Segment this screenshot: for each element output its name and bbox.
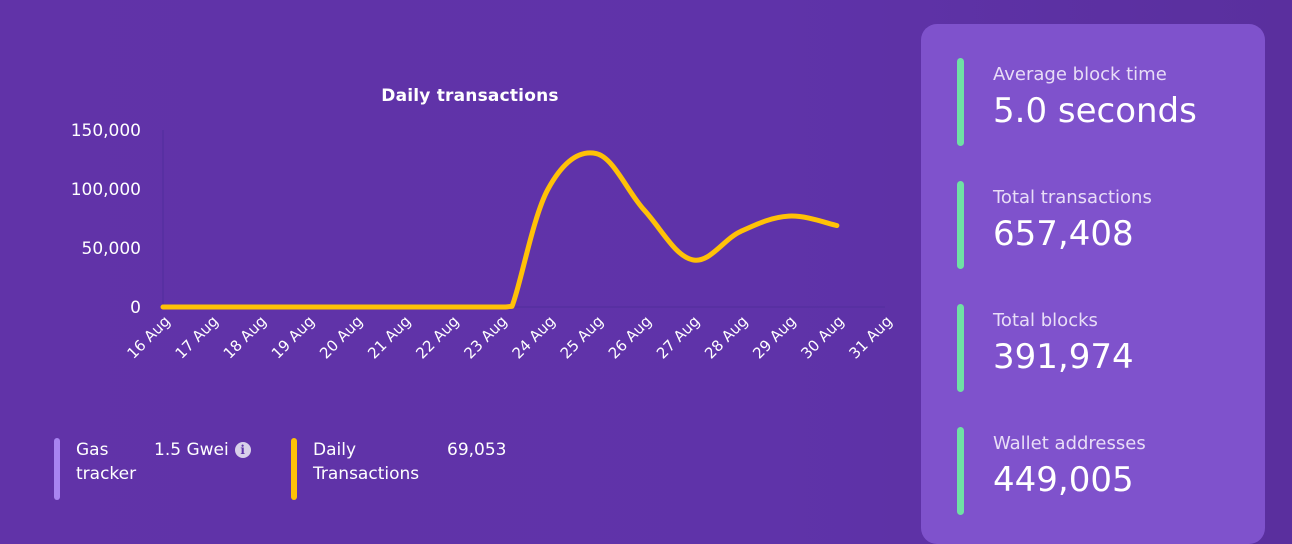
gas-tracker[interactable]: Gas tracker 1.5 Gwei i: [54, 438, 251, 500]
stat-accent-bar: [957, 58, 964, 146]
x-tick-label: 20 Aug: [316, 312, 366, 362]
x-tick-label: 29 Aug: [749, 312, 799, 362]
y-tick-labels: 0 50,000 100,000 150,000: [71, 121, 141, 318]
stat-value: 449,005: [993, 460, 1134, 500]
stat-label: Total blocks: [993, 310, 1098, 331]
y-tick-label: 0: [130, 298, 141, 318]
x-tick-label: 30 Aug: [797, 312, 847, 362]
stat-total-transactions: Total transactions 657,408: [957, 181, 1152, 269]
gas-tracker-value: 1.5 Gwei i: [154, 438, 251, 500]
stat-average-block-time: Average block time 5.0 seconds: [957, 58, 1197, 146]
stat-value: 391,974: [993, 337, 1134, 377]
x-tick-label: 25 Aug: [557, 312, 607, 362]
data-points: [160, 151, 840, 310]
stat-accent-bar: [957, 304, 964, 392]
x-tick-label: 24 Aug: [509, 312, 559, 362]
series-line[interactable]: [160, 150, 840, 310]
x-tick-label: 26 Aug: [605, 312, 655, 362]
x-tick-label: 23 Aug: [460, 312, 510, 362]
daily-transactions-label: Daily Transactions: [313, 440, 420, 484]
daily-transactions-bar: [291, 438, 297, 500]
y-tick-label: 100,000: [71, 180, 141, 200]
stat-label: Total transactions: [993, 187, 1152, 208]
y-tick-label: 150,000: [71, 121, 141, 141]
y-tick-label: 50,000: [82, 239, 141, 259]
stat-accent-bar: [957, 427, 964, 515]
info-icon[interactable]: i: [234, 442, 251, 458]
chart-section: Daily transactions 0 50,000 100,000 150,000…: [71, 121, 896, 362]
x-tick-label: 31 Aug: [846, 312, 896, 362]
daily-transactions-stat: Daily Transactions 69,053: [291, 438, 506, 500]
stat-value: 5.0 seconds: [993, 91, 1197, 131]
gas-value-text: 1.5 Gwei: [154, 440, 229, 460]
stat-accent-bar: [957, 181, 964, 269]
x-tick-label: 16 Aug: [124, 312, 174, 362]
x-tick-label: 28 Aug: [701, 312, 751, 362]
x-tick-label: 18 Aug: [220, 312, 270, 362]
daily-transactions-value: 69,053: [447, 440, 507, 460]
x-tick-label: 21 Aug: [364, 312, 414, 362]
stats-panel: Average block time 5.0 seconds Total tra…: [921, 24, 1265, 544]
stat-label: Wallet addresses: [993, 433, 1146, 454]
stat-wallet-addresses: Wallet addresses 449,005: [957, 427, 1146, 515]
gas-tracker-bar: [54, 438, 60, 500]
x-tick-label: 19 Aug: [268, 312, 318, 362]
x-tick-label: 17 Aug: [172, 312, 222, 362]
gas-tracker-label: Gas tracker: [76, 440, 137, 484]
stat-total-blocks: Total blocks 391,974: [957, 304, 1134, 392]
stat-value: 657,408: [993, 214, 1134, 254]
x-tick-label: 22 Aug: [412, 312, 462, 362]
x-tick-label: 27 Aug: [653, 312, 703, 362]
stat-label: Average block time: [993, 64, 1167, 85]
chart-title: Daily transactions: [381, 86, 559, 106]
